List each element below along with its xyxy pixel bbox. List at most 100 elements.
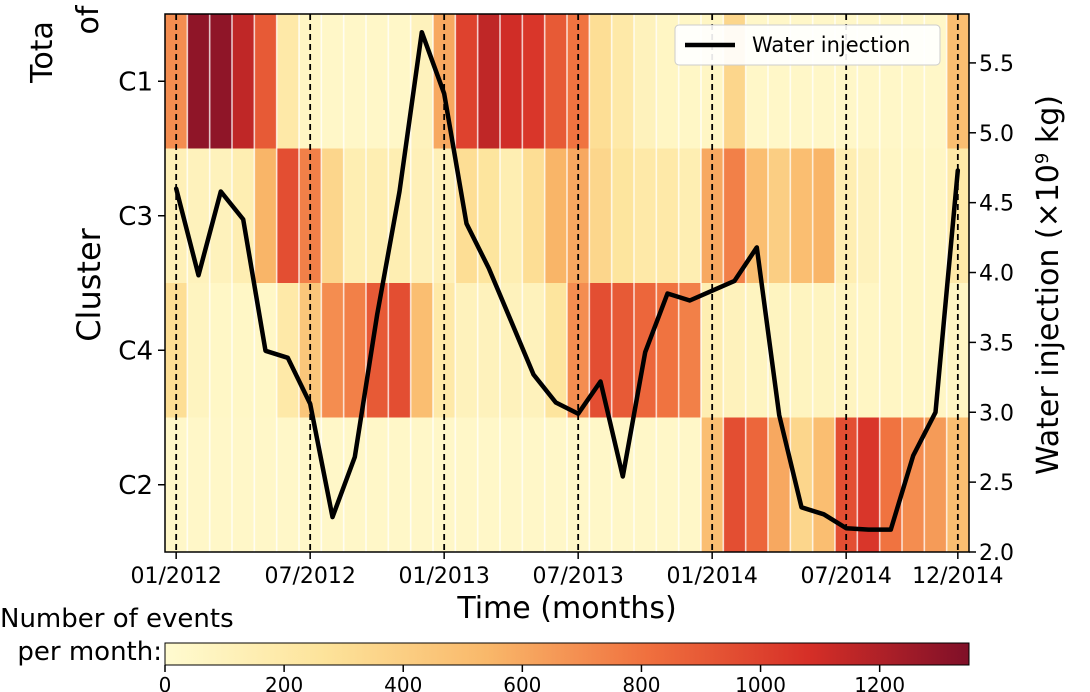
heat-cell: [388, 417, 412, 553]
heat-cell: [343, 14, 367, 149]
plot-frame: [164, 13, 970, 553]
colorbar-tick-label: 1200: [854, 673, 905, 692]
heat-cell: [678, 283, 702, 418]
heat-cell: [902, 417, 925, 553]
heat-cell: [410, 283, 434, 418]
heat-cell: [321, 283, 345, 418]
heat-cell: [857, 148, 881, 284]
heat-cell: [232, 14, 255, 149]
heat-cell: [455, 283, 479, 418]
colorbar-label-line1: Number of events: [0, 604, 234, 634]
cluster-tick-label: C3: [118, 202, 153, 232]
heat-cell: [924, 283, 948, 418]
heat-cell: [611, 283, 635, 418]
cluster-tick-label: C2: [118, 471, 153, 501]
column-separators: [186, 14, 948, 552]
heat-cell: [232, 417, 255, 553]
heat-cell: [455, 14, 479, 149]
colorbar-tick-label: 800: [622, 673, 660, 692]
colorbar-tick-label: 200: [265, 673, 303, 692]
heat-cell: [745, 148, 769, 284]
heat-cell: [656, 417, 680, 553]
heat-cell: [567, 283, 590, 418]
heat-cell: [589, 417, 613, 553]
water-tick-label: 4.5: [979, 192, 1014, 217]
colorbar-tick-label: 400: [384, 673, 422, 692]
heat-cell: [768, 417, 791, 553]
heat-cell: [366, 417, 389, 553]
heat-cell: [500, 283, 523, 418]
y-axis-label: Cluster: [70, 227, 108, 341]
heat-cell: [634, 14, 657, 149]
water-tick-label: 3.5: [979, 331, 1014, 356]
heat-cell: [254, 148, 278, 284]
heat-cell: [589, 148, 613, 284]
time-tick-label: 07/2012: [264, 564, 355, 589]
heat-cell: [656, 283, 680, 418]
heat-cell: [366, 148, 389, 284]
heat-cell: [321, 14, 345, 149]
heat-cell: [232, 283, 255, 418]
heat-cell: [522, 14, 546, 149]
heat-cell: [477, 148, 501, 284]
water-injection-line: [173, 29, 961, 532]
heat-cell: [276, 417, 300, 553]
heat-cell: [678, 417, 702, 553]
heat-cell: [544, 417, 568, 553]
heat-cell: [790, 148, 814, 284]
heat-cell: [924, 148, 948, 284]
colorbar-ticks: 0 200 400 600 800 1000 1200: [159, 665, 905, 692]
time-tick-label: 01/2013: [398, 564, 489, 589]
heat-cell: [299, 283, 322, 418]
heat-cell: [544, 148, 568, 284]
heat-cell: [410, 417, 434, 553]
heat-cell: [477, 283, 501, 418]
heat-cell: [276, 283, 300, 418]
heat-cell: [656, 14, 680, 149]
time-tick-label: 12/2014: [912, 564, 1003, 589]
heat-cell: [812, 283, 836, 418]
water-tick-label: 2.0: [979, 541, 1014, 566]
heat-cell: [388, 14, 412, 149]
water-tick-label: 5.5: [979, 52, 1014, 77]
time-tick-label: 01/2012: [130, 564, 221, 589]
x-axis-label: Time (months): [456, 591, 676, 626]
heat-cell: [634, 417, 657, 553]
heat-cell: [343, 283, 367, 418]
time-tick-label: 07/2013: [532, 564, 623, 589]
heat-cell: [254, 417, 278, 553]
heat-cell: [366, 14, 389, 149]
heat-cell: [165, 14, 188, 149]
heat-cell: [209, 148, 233, 284]
heat-cell: [544, 283, 568, 418]
heat-cell: [321, 148, 345, 284]
heat-cell: [544, 14, 568, 149]
heat-cell: [165, 283, 188, 418]
heat-cell: [455, 417, 479, 553]
heat-cell: [522, 148, 546, 284]
heat-cell: [902, 148, 925, 284]
heat-cell: [879, 283, 903, 418]
heat-cell: [611, 148, 635, 284]
heat-cell: [790, 283, 814, 418]
heat-cell: [209, 14, 233, 149]
heat-cell: [745, 417, 769, 553]
heat-cell: [768, 148, 791, 284]
heat-cell: [276, 148, 300, 284]
water-tick-label: 2.5: [979, 471, 1014, 496]
heat-cell: [611, 14, 635, 149]
heat-cell: [723, 283, 747, 418]
heat-cell: [723, 148, 747, 284]
colorbar-tick-label: 1000: [735, 673, 786, 692]
heat-cell: [879, 148, 903, 284]
heat-cell: [812, 148, 836, 284]
heat-cell: [946, 14, 970, 149]
heat-cell: [187, 283, 211, 418]
time-tick-label: 07/2014: [800, 564, 891, 589]
heat-cell: [209, 283, 233, 418]
heat-cell: [388, 148, 412, 284]
heat-cell: [946, 283, 970, 418]
heat-cell: [812, 417, 836, 553]
partial-y-label-top: Tota: [25, 21, 60, 84]
